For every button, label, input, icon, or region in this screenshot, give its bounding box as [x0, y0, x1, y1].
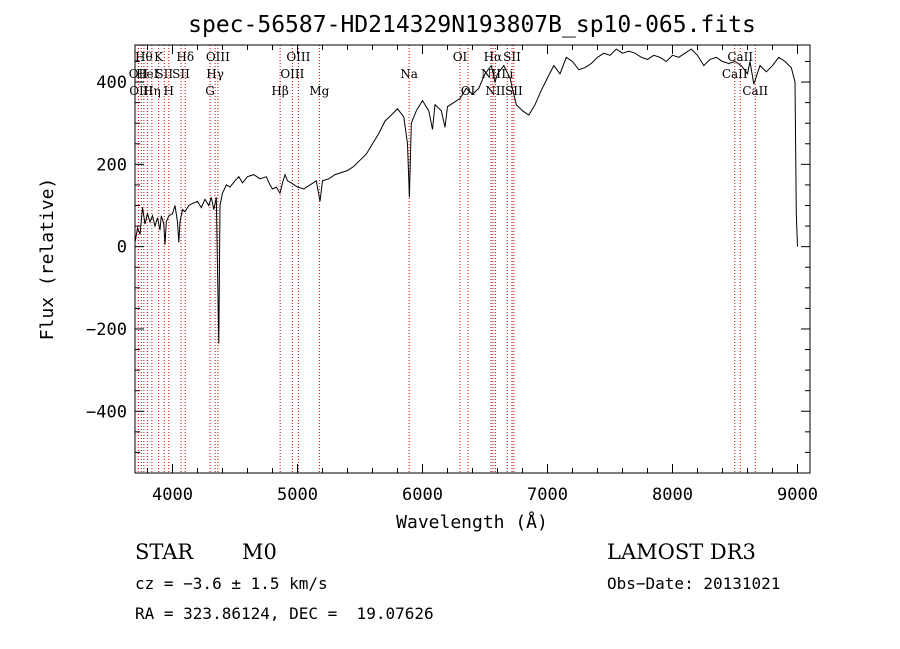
y-tick-label--400: −400 — [86, 402, 127, 422]
line-label-3: HeI — [136, 67, 159, 81]
line-label-15: OIII — [286, 50, 310, 64]
survey-name: LAMOST DR3 — [607, 540, 756, 564]
x-axis-label: Wavelength (Å) — [396, 511, 548, 533]
line-label-10: G — [205, 84, 215, 98]
line-label-14: OIII — [280, 67, 304, 81]
x-tick-label-9000: 9000 — [777, 485, 818, 505]
line-label-1: OIII — [129, 84, 153, 98]
line-label-8: Hδ — [176, 50, 194, 64]
x-tick-label-6000: 6000 — [402, 485, 443, 505]
observation-date: Obs−Date: 20131021 — [607, 574, 781, 593]
line-label-23: Li — [501, 67, 513, 81]
line-label-25: SII — [505, 84, 523, 98]
line-label-28: CaII — [742, 84, 768, 98]
chart-title: spec-56587-HD214329N193807B_sp10-065.fit… — [188, 12, 756, 38]
object-class: STAR — [135, 540, 194, 564]
y-axis-ticks: −400 −200 0 200 400 — [86, 60, 810, 453]
line-label-17: Na — [400, 67, 418, 81]
emission-line-labels: OIIOIIIHθHeIHηKSIIHHδSIIGHγOIIIHβOIIIOII… — [129, 50, 769, 98]
spectrum-line — [134, 48, 798, 344]
line-label-12: OIII — [206, 50, 230, 64]
plot-frame — [134, 44, 811, 474]
ra-dec: RA = 323.86124, DEC = 19.07626 — [135, 604, 434, 623]
line-label-5: K — [154, 50, 164, 64]
line-label-18: OI — [453, 50, 468, 64]
line-label-27: CaII — [727, 50, 753, 64]
line-label-2: Hθ — [135, 50, 153, 64]
line-label-19: OI — [461, 84, 476, 98]
y-tick-label-400: 400 — [96, 73, 127, 93]
line-label-7: H — [164, 84, 174, 98]
object-subclass: M0 — [242, 540, 277, 564]
line-label-26: CaII — [722, 67, 748, 81]
x-tick-label-8000: 8000 — [652, 485, 693, 505]
line-label-6: SII — [155, 67, 173, 81]
line-label-21: Hα — [484, 50, 503, 64]
y-axis-label: Flux (relative) — [37, 178, 58, 341]
line-label-11: Hγ — [206, 67, 224, 81]
line-label-0: OII — [129, 67, 149, 81]
line-label-16: Mg — [309, 84, 329, 98]
x-axis-ticks: 4000 5000 6000 7000 8000 9000 — [147, 45, 818, 505]
line-label-13: Hβ — [271, 84, 288, 98]
x-tick-label-7000: 7000 — [527, 485, 568, 505]
x-tick-label-5000: 5000 — [277, 485, 318, 505]
y-tick-label-0: 0 — [117, 238, 127, 258]
y-tick-label-200: 200 — [96, 155, 127, 175]
emission-line-markers — [137, 45, 756, 473]
line-label-9: SII — [172, 67, 190, 81]
redshift-cz: cz = −3.6 ± 1.5 km/s — [135, 574, 328, 593]
y-tick-label--200: −200 — [86, 320, 127, 340]
line-label-24: SII — [503, 50, 521, 64]
line-label-20: NII — [481, 67, 501, 81]
line-label-22: NII — [485, 84, 505, 98]
x-tick-label-4000: 4000 — [152, 485, 193, 505]
line-label-4: Hη — [143, 84, 161, 98]
